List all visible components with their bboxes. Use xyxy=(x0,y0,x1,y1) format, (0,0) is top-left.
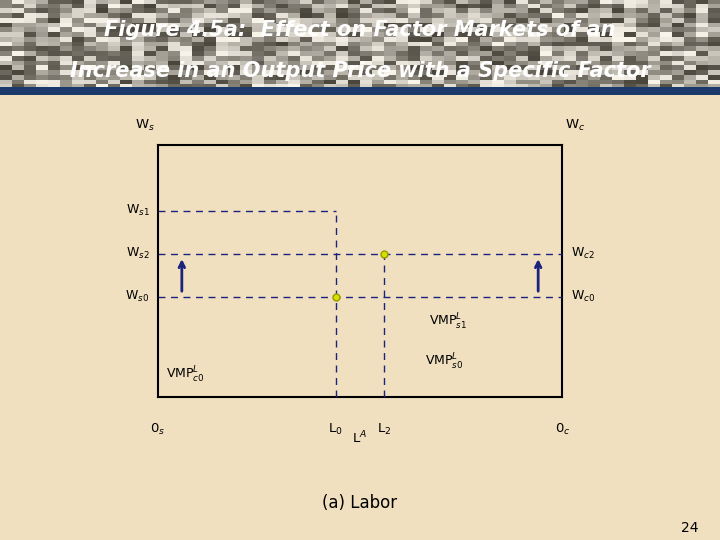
Text: W$_{s0}$: W$_{s0}$ xyxy=(125,289,150,304)
Text: VMP$^L_{c0}$: VMP$^L_{c0}$ xyxy=(166,364,204,384)
Text: W$_{c0}$: W$_{c0}$ xyxy=(570,289,595,304)
Text: Figure 4.5a:  Effect on Factor Markets of an: Figure 4.5a: Effect on Factor Markets of… xyxy=(104,20,616,40)
Bar xyxy=(0,87,720,94)
Text: VMP$^L_{s1}$: VMP$^L_{s1}$ xyxy=(429,312,467,332)
Text: (a) Labor: (a) Labor xyxy=(323,494,397,512)
Text: VMP$^L_{s0}$: VMP$^L_{s0}$ xyxy=(425,352,464,372)
Text: L$^A$: L$^A$ xyxy=(352,430,368,447)
Text: W$_c$: W$_c$ xyxy=(564,118,585,133)
Text: 24: 24 xyxy=(681,521,698,535)
Text: W$_s$: W$_s$ xyxy=(135,118,156,133)
Text: L$_2$: L$_2$ xyxy=(377,422,392,437)
Text: L$_0$: L$_0$ xyxy=(328,422,343,437)
Text: 0$_c$: 0$_c$ xyxy=(554,422,570,437)
Text: W$_{s2}$: W$_{s2}$ xyxy=(126,246,150,261)
Text: Increase in an Output Price with a Specific Factor: Increase in an Output Price with a Speci… xyxy=(70,61,650,81)
Text: W$_{s1}$: W$_{s1}$ xyxy=(126,204,150,219)
Text: 0$_s$: 0$_s$ xyxy=(150,422,165,437)
Text: W$_{c2}$: W$_{c2}$ xyxy=(570,246,595,261)
